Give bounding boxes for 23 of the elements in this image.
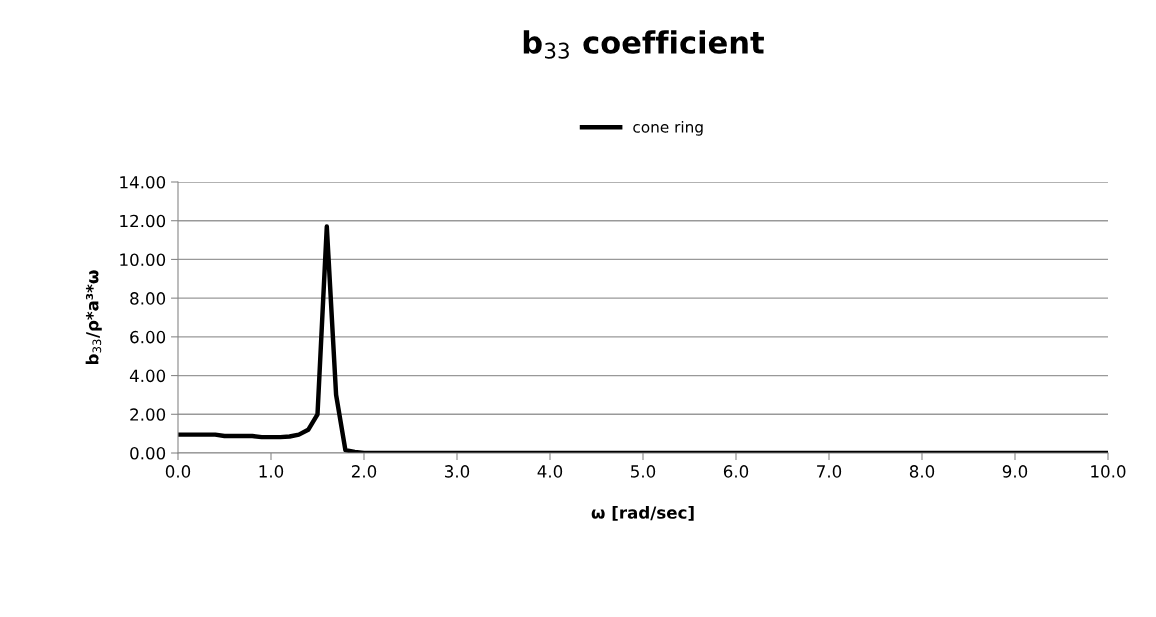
- y-tick-label: 6.00: [130, 330, 166, 344]
- x-tick-label: 8.0: [909, 465, 935, 478]
- x-tick-label: 7.0: [817, 465, 842, 478]
- x-tick-label: 3.0: [445, 465, 470, 478]
- y-tick-label: 10.00: [120, 253, 166, 266]
- y-tick-label: 12.00: [120, 214, 166, 228]
- y-tick-label: 8.00: [130, 292, 166, 305]
- y-tick-label: 4.00: [129, 369, 166, 383]
- x-tick-label: 5.0: [631, 465, 656, 478]
- y-tick-label: 2.00: [130, 408, 166, 421]
- y-axis-title: b$_{33}$/ρ*a³*ω: [85, 270, 102, 365]
- x-tick-label: 9.0: [1002, 465, 1028, 478]
- x-tick-label: 2.0: [351, 465, 377, 478]
- x-tick-label: 1.0: [259, 465, 284, 478]
- x-tick-label: 0.0: [165, 465, 191, 478]
- legend-label: cone ring: [633, 120, 703, 136]
- chart-title: b$_{33}$ coefficient: [523, 30, 764, 59]
- y-tick-label: 14.00: [120, 175, 166, 189]
- x-tick-label: 10.0: [1091, 465, 1126, 478]
- x-axis-title: ω [rad/sec]: [591, 505, 694, 521]
- x-tick-label: 6.0: [723, 465, 749, 478]
- y-tick-label: 0.00: [130, 446, 166, 460]
- x-tick-label: 4.0: [537, 465, 563, 478]
